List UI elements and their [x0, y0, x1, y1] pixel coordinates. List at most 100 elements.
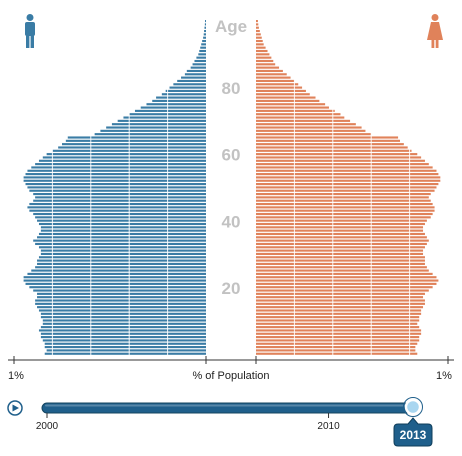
male-bar-age-50: [27, 186, 206, 189]
male-bar-age-92: [200, 46, 206, 49]
male-bar-age-16: [35, 299, 207, 302]
female-bar-age-98: [256, 26, 259, 29]
male-bar-age-60: [46, 153, 206, 156]
timeline-track-highlight: [45, 404, 415, 407]
male-bar-age-42: [33, 212, 207, 216]
male-bar-age-36: [38, 232, 207, 236]
male-bars: [23, 20, 207, 355]
female-bar-age-23: [256, 276, 437, 279]
male-bar-age-31: [40, 249, 206, 252]
female-bar-age-53: [256, 176, 441, 179]
female-bar-age-7: [256, 329, 422, 332]
male-bar-age-15: [35, 302, 207, 305]
female-bar-age-74: [256, 106, 329, 109]
female-bar-age-68: [256, 126, 362, 129]
female-bar-age-36: [256, 232, 425, 236]
male-bar-age-79: [165, 89, 206, 92]
male-bar-age-93: [201, 43, 206, 46]
female-bar-age-59: [256, 156, 422, 159]
male-bar-age-95: [203, 36, 206, 39]
female-bar-age-69: [256, 123, 356, 126]
current-year-badge: 2013: [393, 417, 433, 447]
female-bar-age-90: [256, 53, 270, 56]
male-bar-age-17: [37, 296, 206, 299]
male-bar-age-53: [23, 176, 206, 179]
female-bar-age-3: [256, 342, 418, 345]
female-bar-age-79: [256, 89, 306, 92]
female-figure-icon: [427, 14, 443, 48]
male-bar-age-32: [38, 246, 207, 249]
male-bar-age-75: [146, 103, 206, 106]
male-bar-age-24: [27, 272, 206, 275]
female-bar-age-43: [256, 209, 435, 212]
male-bar-age-71: [123, 116, 206, 119]
x-axis-left-label: 1%: [8, 370, 24, 382]
timeline-year-label: 2010: [317, 421, 340, 432]
female-bar-age-80: [256, 86, 303, 89]
female-bar-age-11: [256, 316, 420, 319]
female-bar-age-94: [256, 39, 263, 43]
male-bar-age-58: [38, 159, 207, 162]
female-bar-age-73: [256, 109, 335, 112]
male-bar-age-86: [190, 66, 206, 69]
female-bar-age-6: [256, 332, 422, 335]
female-bar-age-27: [256, 262, 425, 265]
male-bar-age-6: [40, 332, 206, 335]
male-bar-age-51: [25, 183, 206, 186]
male-bar-age-8: [40, 326, 206, 329]
female-bar-age-56: [256, 166, 433, 169]
male-bar-age-87: [192, 63, 206, 66]
female-bar-age-42: [256, 212, 433, 216]
female-bar-age-18: [256, 292, 425, 295]
female-bar-age-21: [256, 282, 437, 285]
male-bar-age-4: [42, 339, 206, 342]
male-bar-age-62: [58, 146, 206, 149]
female-bar-age-85: [256, 69, 283, 73]
male-bar-age-40: [37, 219, 206, 222]
female-bar-age-67: [256, 129, 366, 132]
female-bar-age-96: [256, 33, 261, 36]
male-bar-age-100: [205, 20, 206, 23]
x-axis-right-label: 1%: [436, 370, 452, 382]
female-bar-age-25: [256, 269, 429, 272]
age-tick-label: 60: [222, 146, 241, 165]
male-bar-age-91: [199, 49, 206, 53]
female-bar-age-0: [256, 352, 418, 355]
female-bar-age-89: [256, 56, 272, 59]
male-bar-age-81: [173, 83, 206, 86]
male-bar-age-3: [44, 342, 206, 345]
female-bar-age-2: [256, 346, 416, 349]
male-bar-age-10: [42, 319, 206, 322]
male-bar-age-20: [29, 286, 206, 289]
male-bar-age-70: [117, 119, 206, 122]
male-bar-age-23: [23, 276, 206, 279]
female-bar-age-17: [256, 296, 424, 299]
play-button[interactable]: [7, 400, 23, 416]
male-bar-age-94: [202, 39, 206, 43]
female-bar-age-31: [256, 249, 424, 252]
male-bar-age-33: [35, 242, 207, 246]
male-bar-age-38: [40, 226, 206, 229]
male-bar-age-2: [44, 346, 206, 349]
female-bar-age-84: [256, 73, 287, 76]
female-bar-age-66: [256, 133, 372, 136]
female-bar-age-9: [256, 322, 418, 325]
female-bar-age-13: [256, 309, 422, 312]
male-bar-age-22: [23, 279, 206, 282]
female-bar-age-29: [256, 256, 425, 259]
female-bar-age-19: [256, 289, 429, 292]
female-bar-age-50: [256, 186, 437, 189]
male-bar-age-13: [38, 309, 207, 312]
female-bar-age-62: [256, 146, 408, 149]
male-bar-age-9: [42, 322, 206, 325]
female-bar-age-30: [256, 252, 424, 255]
timeline-thumb[interactable]: [404, 398, 422, 416]
female-bar-age-8: [256, 326, 420, 329]
male-bar-age-73: [134, 109, 206, 112]
play-icon: [12, 404, 19, 412]
male-bar-age-84: [184, 73, 206, 76]
female-bar-age-78: [256, 93, 310, 96]
male-bar-age-49: [29, 189, 206, 192]
female-bar-age-60: [256, 153, 418, 156]
male-bar-age-52: [23, 179, 206, 182]
